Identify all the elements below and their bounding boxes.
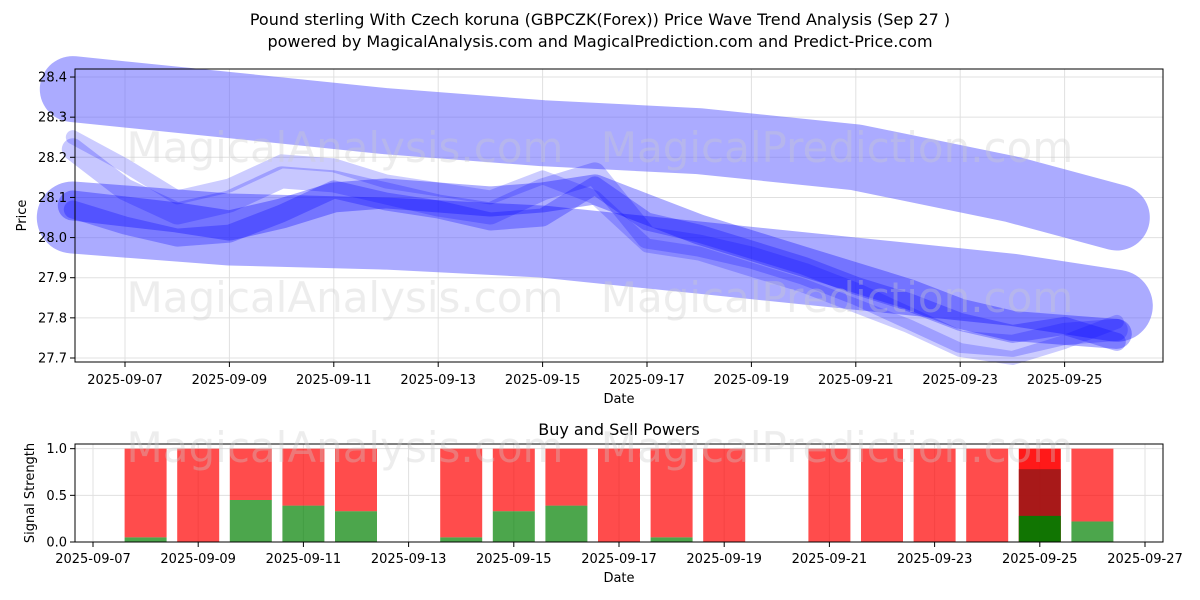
sell-power-bar [861,448,903,542]
watermark-text: MagicalPrediction.com [601,273,1074,322]
x-tick-label: 2025-09-19 [686,552,762,567]
x-tick-label: 2025-09-19 [714,373,790,388]
y-tick-label: 28.4 [38,71,67,86]
x-tick-label: 2025-09-09 [192,373,268,388]
x-tick-label: 2025-09-13 [371,552,447,567]
x-tick-label: 2025-09-17 [609,373,685,388]
sell-power-bar [492,448,535,512]
sell-power-bar [124,448,167,538]
chart-subtitle: powered by MagicalAnalysis.com and Magic… [267,32,933,51]
sell-power-bar [229,448,272,500]
wave-series-line [57,174,1132,349]
buy-power-bar [124,537,167,542]
buy-sell-panel: 2025-09-07 2025-09-09 2025-09-11 2025-09-13… [23,420,1183,586]
wave-series-line [63,176,1126,351]
y-tick-label: 27.9 [38,271,67,286]
buy-power-bar [335,511,377,542]
sell-power-bar [703,448,746,542]
x-tick-label: 2025-09-09 [160,552,236,567]
y-tick-label: 1.0 [46,442,67,457]
buy-power-bar [492,511,535,542]
x-tick-label: 2025-09-07 [87,373,163,388]
watermark-text: MagicalPrediction.com [601,423,1074,472]
plot-frame [74,68,1164,363]
wave-series-line [61,138,1128,357]
x-tick-label: 2025-09-27 [1107,552,1183,567]
buy-power-bar [282,505,325,542]
x-tick-label: 2025-09-23 [897,552,973,567]
x-tick-label: 2025-09-15 [505,373,581,388]
x-tick-label: 2025-09-15 [476,552,552,567]
x-tick-label: 2025-09-25 [1002,552,1078,567]
y-tick-label: 28.2 [38,151,67,166]
x-tick-label: 2025-09-25 [1027,373,1103,388]
y-axis-label: Signal Strength [23,443,38,543]
x-tick-label: 2025-09-11 [296,373,372,388]
sell-power-bar [1071,448,1114,522]
buy-power-bar [650,537,693,542]
sell-power-bar [177,448,220,542]
buy-power-bar [545,505,588,542]
buy-power-bar [440,537,483,542]
x-axis-label: Date [603,392,634,407]
sell-power-bar [966,448,1009,542]
sell-power-bar [598,448,640,542]
sell-power-bar [440,448,483,538]
watermark-text: MagicalAnalysis.com [127,123,564,172]
chart-title: Pound sterling With Czech koruna (GBPCZK… [249,10,951,29]
watermark-text: MagicalAnalysis.com [127,273,564,322]
sell-power-bar [545,448,588,506]
buy-power-bar [1018,515,1061,542]
upper-wave-band [39,56,1150,251]
x-tick-label: 2025-09-21 [792,552,868,567]
y-tick-label: 27.7 [38,351,67,366]
y-tick-label: 28.3 [38,111,67,126]
sell-power-bar [808,448,851,542]
lower-wave-band [36,181,1153,342]
y-tick-label: 27.8 [38,311,67,326]
watermark-text: MagicalAnalysis.com [127,423,564,472]
x-tick-label: 2025-09-13 [400,373,476,388]
buy-power-bar [229,500,272,542]
price-wave-panel: 2025-09-07 2025-09-09 2025-09-11 2025-09-13… [15,56,1164,407]
sell-power-bar [913,448,956,542]
x-axis-label: Date [603,571,634,586]
x-tick-label: 2025-09-17 [581,552,657,567]
sell-power-bar [650,448,693,538]
x-tick-label: 2025-09-11 [266,552,342,567]
y-tick-label: 0.5 [46,489,67,504]
x-tick-label: 2025-09-21 [818,373,894,388]
x-tick-label: 2025-09-07 [55,552,131,567]
sell-power-bar [282,448,325,506]
y-axis-label: Price [15,200,30,232]
buy-power-bar [1071,521,1114,542]
panel-title: Buy and Sell Powers [538,420,700,439]
x-tick-label: 2025-09-23 [922,373,998,388]
y-tick-label: 28.1 [38,191,67,206]
wave-series-line [65,130,1124,365]
sell-power-bar [335,448,377,512]
y-tick-label: 28.0 [38,231,67,246]
watermark-text: MagicalPrediction.com [601,123,1074,172]
y-tick-label: 0.0 [46,536,67,551]
